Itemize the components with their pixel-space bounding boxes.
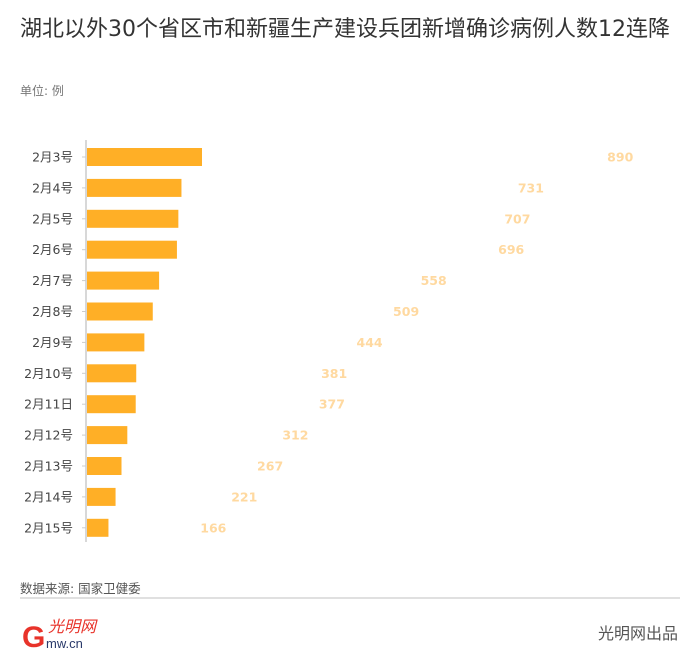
value-label: 444	[357, 335, 383, 350]
category-label: 2月7号	[32, 273, 73, 288]
footer-divider	[20, 597, 680, 599]
value-label: 558	[421, 273, 447, 288]
bar	[87, 240, 177, 259]
category-label: 2月13号	[24, 459, 73, 474]
category-label: 2月15号	[24, 520, 73, 535]
category-label: 2月12号	[24, 428, 73, 443]
bar	[87, 395, 136, 414]
category-label: 2月6号	[32, 242, 73, 257]
bar-chart: 2月3号 890 2月4号 731 2月5号 707 2月6号 696 2月7号 558 2月8号 5…	[24, 140, 634, 542]
svg-text:光明网: 光明网	[48, 617, 98, 636]
value-label: 381	[321, 366, 347, 381]
unit-label: 单位: 例	[20, 84, 64, 98]
category-label: 2月5号	[32, 211, 73, 226]
bar	[87, 333, 145, 352]
category-label: 2月4号	[32, 180, 73, 195]
bar	[87, 364, 137, 383]
value-label: 890	[607, 150, 633, 165]
bar	[87, 302, 153, 321]
value-label: 267	[257, 459, 283, 474]
bar	[87, 457, 122, 475]
bar	[87, 487, 116, 506]
svg-text:G: G	[22, 621, 45, 652]
gmw-logo: G 光明网 mw.cn	[22, 617, 98, 652]
category-label: 2月11日	[24, 397, 73, 412]
chart-title: 湖北以外30个省区市和新疆生产建设兵团新增确诊病例人数12连降	[20, 17, 670, 42]
svg-text:mw.cn: mw.cn	[46, 636, 83, 651]
value-label: 731	[518, 180, 544, 195]
bar	[87, 209, 179, 228]
value-label: 312	[282, 428, 308, 443]
value-label: 377	[319, 397, 345, 412]
bar	[87, 426, 128, 445]
bar	[87, 178, 182, 197]
value-label: 509	[393, 304, 419, 319]
category-label: 2月9号	[32, 335, 73, 350]
bar	[87, 271, 160, 290]
value-label: 166	[200, 520, 226, 535]
bar	[87, 148, 202, 166]
data-source: 数据来源: 国家卫健委	[20, 581, 141, 596]
value-label: 696	[498, 242, 524, 257]
category-label: 2月3号	[32, 150, 73, 165]
value-label: 707	[504, 211, 530, 226]
value-label: 221	[231, 489, 257, 504]
producer-label: 光明网出品	[597, 624, 678, 643]
category-label: 2月10号	[24, 366, 73, 381]
category-label: 2月8号	[32, 304, 73, 319]
bar	[87, 518, 109, 537]
category-label: 2月14号	[24, 489, 73, 504]
